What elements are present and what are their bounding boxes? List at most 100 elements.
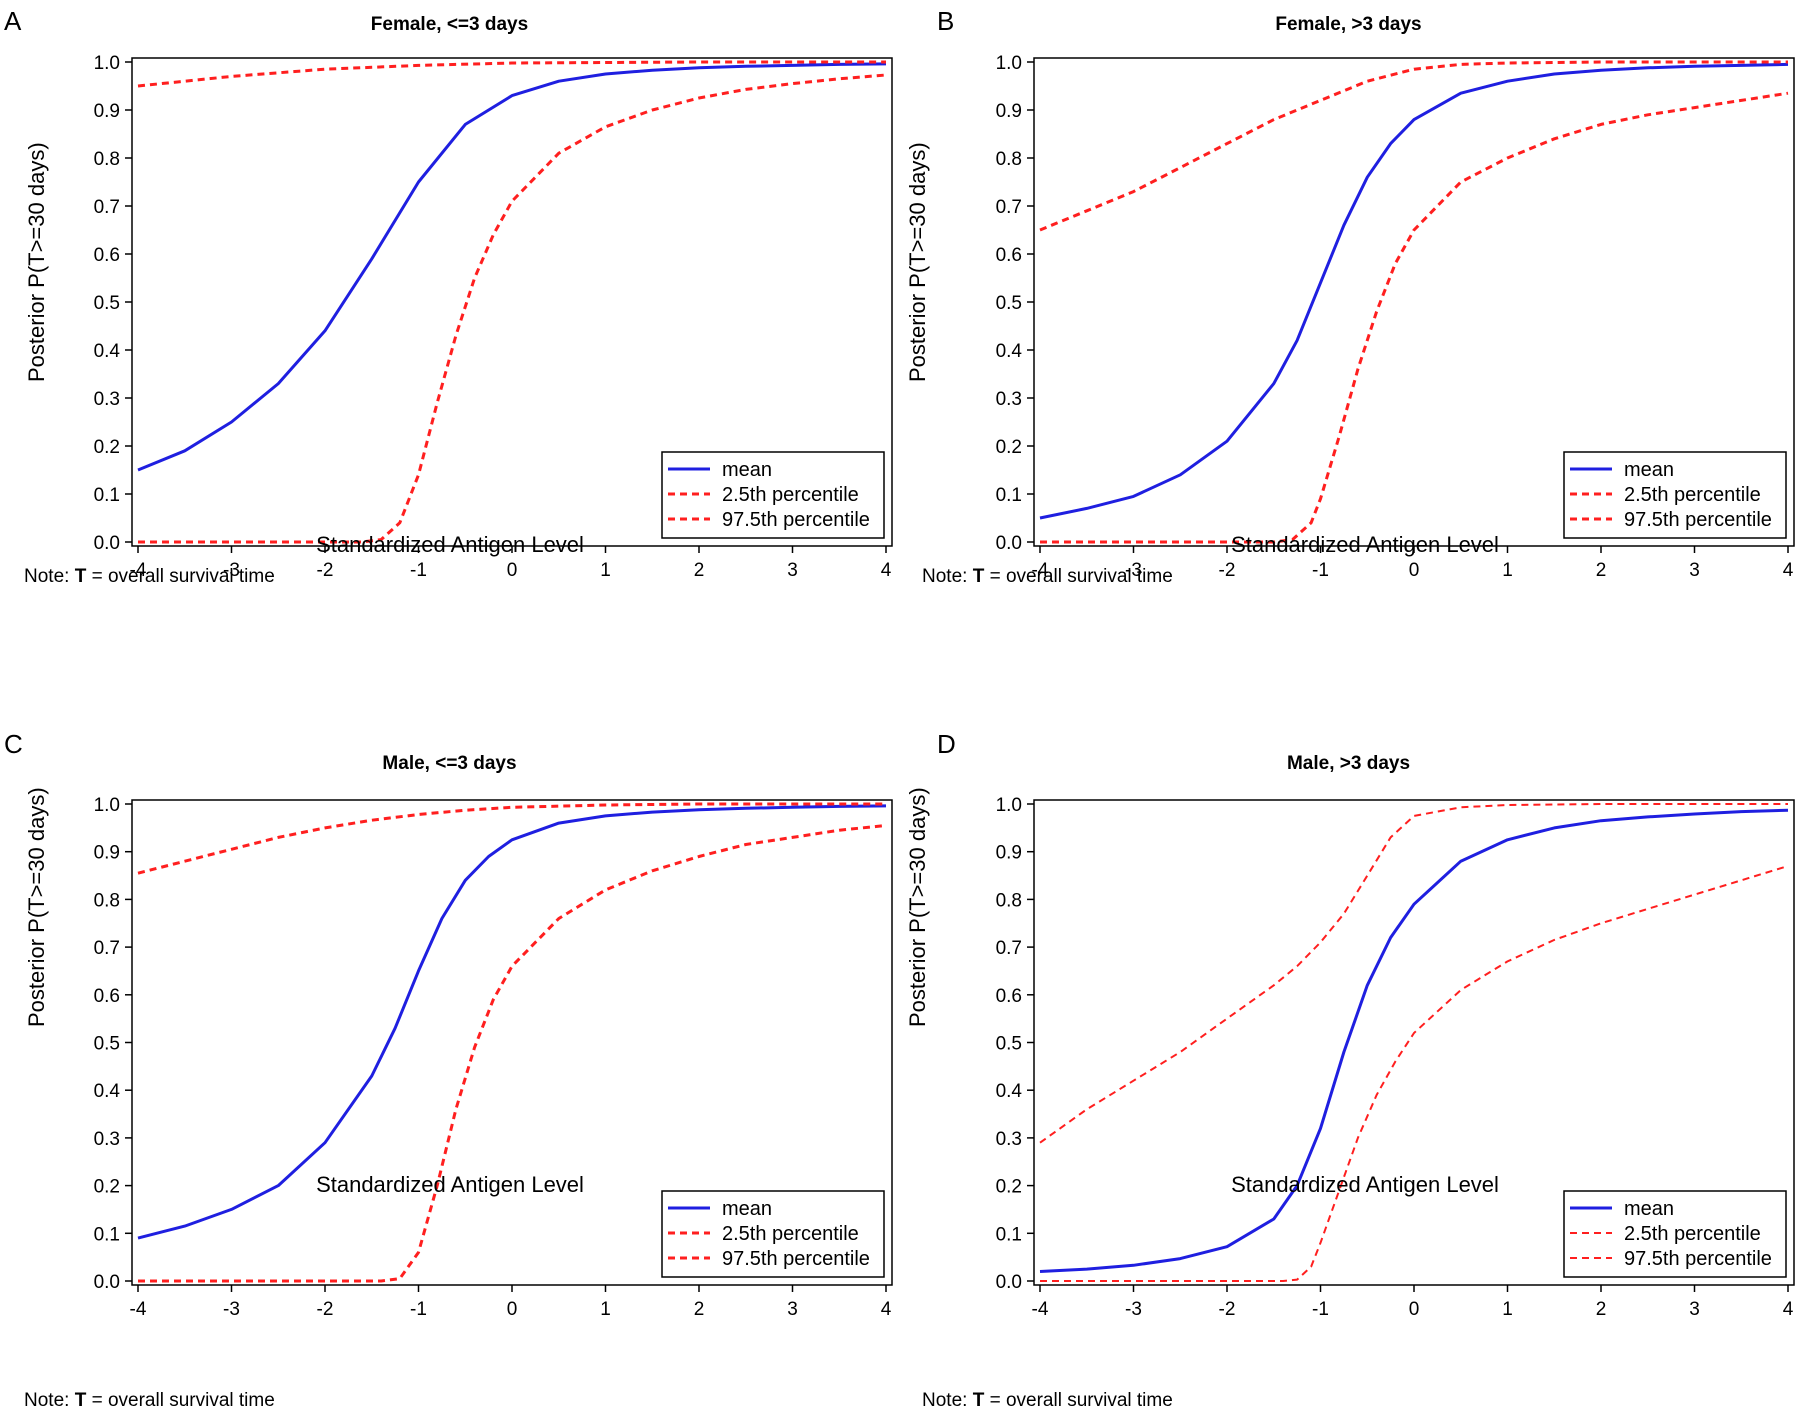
- footnote-var: T: [972, 566, 985, 587]
- y-tick-label: 0.1: [996, 485, 1022, 506]
- y-tick-label: 0.7: [996, 197, 1022, 218]
- footnote-prefix: Note:: [24, 566, 70, 587]
- y-tick-label: 0.8: [94, 890, 120, 911]
- x-tick-label: -4: [130, 560, 147, 581]
- y-tick-label: 0.4: [94, 341, 121, 362]
- x-tick-label: 4: [881, 1299, 892, 1320]
- x-tick-label: -1: [410, 1299, 427, 1320]
- x-tick-label: 4: [1783, 1299, 1794, 1320]
- x-tick-label: 3: [787, 1299, 798, 1320]
- series-line-mean: [1039, 808, 1789, 1273]
- footnote-text: = overall survival time: [91, 1390, 275, 1411]
- y-tick-label: 0.3: [996, 389, 1022, 410]
- y-tick-label: 1.0: [94, 795, 120, 816]
- x-tick-label: 3: [1689, 560, 1700, 581]
- y-tick-label: 1.0: [996, 795, 1022, 816]
- x-tick-label: -1: [1312, 560, 1329, 581]
- x-axis-label: Standardized Antigen Level: [1231, 532, 1499, 557]
- x-tick-label: -2: [317, 1299, 334, 1320]
- legend-label: mean: [1624, 459, 1674, 481]
- x-tick-label: -4: [130, 1299, 147, 1320]
- x-tick-label: -4: [1032, 1299, 1049, 1320]
- x-axis-label: Standardized Antigen Level: [316, 532, 584, 557]
- footnote-var: T: [972, 1390, 985, 1411]
- y-tick-label: 0.1: [94, 1224, 120, 1245]
- legend-label: 2.5th percentile: [722, 1223, 859, 1245]
- panel-label: C: [4, 729, 23, 759]
- y-tick-label: 0.2: [996, 1177, 1022, 1198]
- footnote-prefix: Note:: [922, 566, 968, 587]
- legend-label: 2.5th percentile: [722, 484, 859, 506]
- y-tick-label: 0.8: [996, 890, 1022, 911]
- y-tick-label: 0.0: [996, 1272, 1022, 1293]
- legend-label: 97.5th percentile: [1624, 509, 1772, 531]
- legend-label: mean: [722, 1198, 772, 1220]
- legend-label: mean: [1624, 1198, 1674, 1220]
- series-line-mean: [1039, 62, 1789, 520]
- y-tick-label: 0.5: [94, 1034, 120, 1055]
- chart-title: Female, <=3 days: [370, 14, 529, 35]
- panel-label: A: [4, 6, 22, 36]
- x-tick-label: 1: [600, 1299, 611, 1320]
- y-tick-label: 0.0: [996, 533, 1022, 554]
- y-tick-label: 0.6: [996, 986, 1022, 1007]
- y-tick-label: 0.3: [94, 1129, 120, 1150]
- series-line-2-5th-percentile: [138, 73, 887, 544]
- y-tick-label: 0.0: [94, 1272, 120, 1293]
- y-tick-label: 0.4: [996, 1081, 1023, 1102]
- x-tick-label: 0: [1409, 1299, 1420, 1320]
- x-tick-label: -2: [1219, 560, 1236, 581]
- x-tick-label: 2: [694, 560, 705, 581]
- x-tick-label: 1: [1502, 560, 1513, 581]
- footnote: Note: T = overall survival time: [24, 566, 275, 588]
- footnote-text: = overall survival time: [989, 1390, 1173, 1411]
- x-tick-label: -3: [1125, 1299, 1142, 1320]
- legend-label: 97.5th percentile: [722, 1248, 870, 1270]
- legend-label: 97.5th percentile: [1624, 1248, 1772, 1270]
- series-line-97-5th-percentile: [1039, 803, 1788, 1144]
- y-tick-label: 0.4: [94, 1081, 121, 1102]
- y-tick-label: 0.3: [94, 389, 120, 410]
- x-tick-label: -1: [1312, 1299, 1329, 1320]
- series-line-97-5th-percentile: [1039, 60, 1788, 232]
- panel-label: D: [937, 729, 956, 759]
- x-tick-label: -3: [223, 560, 240, 581]
- footnote: Note: T = overall survival time: [24, 1390, 275, 1412]
- x-tick-label: 3: [787, 560, 798, 581]
- y-tick-label: 0.2: [94, 437, 120, 458]
- x-tick-label: 0: [507, 560, 518, 581]
- plot-area: 0.0 0.1 0.2 0.3 0.4 0.5 0.6 0.7 0.8 0.9 1.0 -4 -3 -2 -…: [996, 53, 1795, 581]
- footnote-var: T: [74, 566, 87, 587]
- y-tick-label: 0.6: [996, 245, 1022, 266]
- y-tick-label: 0.2: [996, 437, 1022, 458]
- y-tick-label: 0.7: [996, 938, 1022, 959]
- series-line-mean: [137, 62, 887, 472]
- y-tick-label: 0.6: [94, 245, 120, 266]
- series-line-2-5th-percentile: [138, 824, 887, 1283]
- x-tick-label: 2: [1596, 560, 1607, 581]
- x-tick-label: 2: [694, 1299, 705, 1320]
- y-tick-label: 0.2: [94, 1177, 120, 1198]
- x-tick-label: 0: [1409, 560, 1420, 581]
- x-tick-label: 2: [1596, 1299, 1607, 1320]
- chart-panel-a: A Female, <=3 days Posterior P(T>=30 day…: [0, 0, 899, 705]
- plot-area: 0.0 0.1 0.2 0.3 0.4 0.5 0.6 0.7 0.8 0.9 1.0 -4 -3 -2 -…: [94, 53, 893, 581]
- x-tick-label: 1: [1502, 1299, 1513, 1320]
- series-line-mean: [137, 804, 887, 1240]
- chart-panel-b: B Female, >3 days Posterior P(T>=30 days…: [899, 0, 1798, 705]
- chart-title: Female, >3 days: [1275, 14, 1422, 35]
- y-tick-label: 0.6: [94, 986, 120, 1007]
- y-tick-label: 0.1: [94, 485, 120, 506]
- legend-label: 2.5th percentile: [1624, 1223, 1761, 1245]
- x-tick-label: -1: [410, 560, 427, 581]
- y-tick-label: 0.7: [94, 197, 120, 218]
- chart-panel-c: C Male, <=3 days Posterior P(T>=30 days)…: [0, 705, 899, 1412]
- y-tick-label: 0.5: [996, 293, 1022, 314]
- y-tick-label: 0.8: [94, 149, 120, 170]
- y-tick-label: 0.4: [996, 341, 1023, 362]
- series-line-97-5th-percentile: [137, 802, 886, 875]
- x-axis-label: Standardized Antigen Level: [316, 1172, 584, 1197]
- y-tick-label: 0.5: [996, 1034, 1022, 1055]
- series-line-2-5th-percentile: [1040, 865, 1789, 1282]
- plot-area: 0.0 0.1 0.2 0.3 0.4 0.5 0.6 0.7 0.8 0.9 1.0 -4 -3 -2 -…: [94, 795, 893, 1320]
